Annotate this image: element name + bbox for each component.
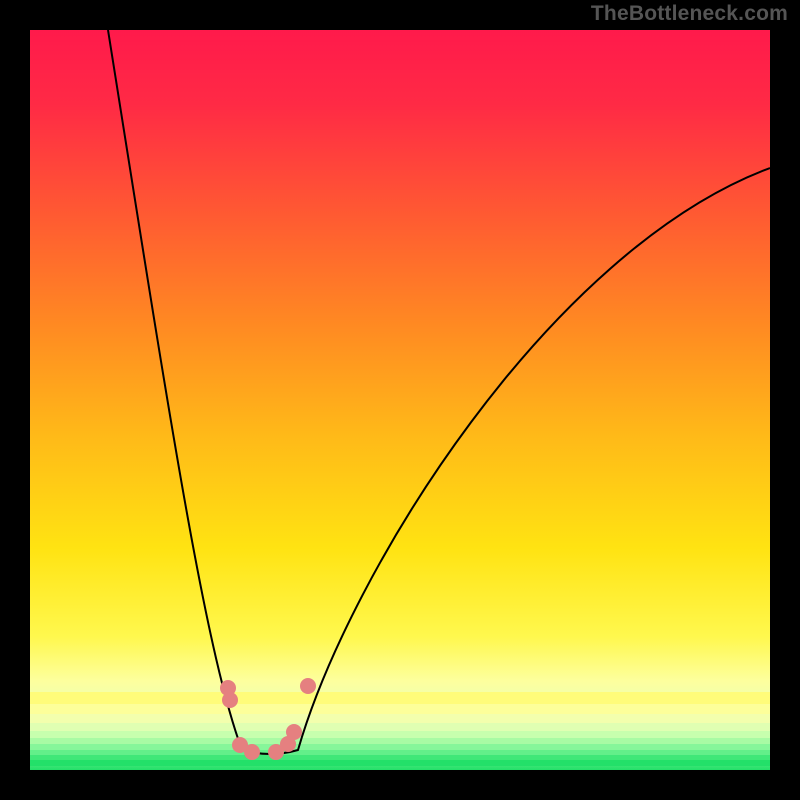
plot-area [30, 30, 770, 770]
chart-frame: TheBottleneck.com [0, 0, 800, 800]
watermark-text: TheBottleneck.com [591, 2, 788, 26]
